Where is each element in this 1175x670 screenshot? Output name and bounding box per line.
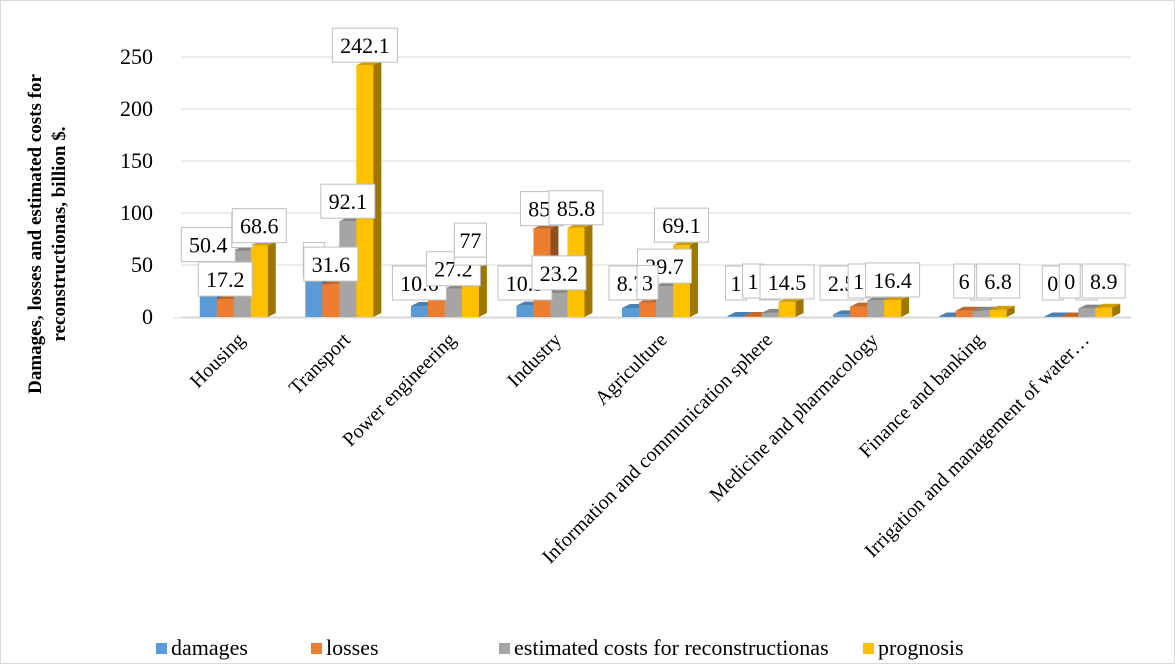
x-tick-label: Power engineering [338, 329, 460, 451]
x-tick-label: Agriculture [591, 329, 672, 410]
legend-swatch [499, 642, 510, 654]
legend-item-prognosis: prognosis [863, 635, 964, 661]
svg-text:77: 77 [459, 228, 481, 253]
legend-item-estimated-costs-for-reconstructionas: estimated costs for reconstructionas [499, 635, 829, 661]
legend-label: damages [171, 635, 248, 660]
bar-prognosis-6 [884, 295, 910, 317]
svg-text:242.1: 242.1 [340, 33, 390, 58]
data-label-prognosis-7: 6.8 [976, 263, 1021, 299]
legend-swatch [863, 642, 874, 654]
data-label-prognosis-3: 85.8 [548, 190, 604, 226]
data-label-estimated-costs-for-reconstructionas-1: 92.1 [320, 183, 376, 219]
svg-text:23.2: 23.2 [540, 261, 579, 286]
legend-swatch [311, 642, 322, 654]
y-axis: 0 50 100 150 200 250 [120, 44, 153, 329]
y-tick-label: 100 [120, 200, 153, 225]
data-label-prognosis-8: 8.9 [1081, 263, 1126, 299]
bar-prognosis-5 [778, 297, 804, 317]
svg-text:85.8: 85.8 [557, 196, 596, 221]
legend-label: losses [326, 635, 379, 660]
legend-item-damages: damages [156, 635, 248, 661]
bar-prognosis-7 [989, 305, 1015, 317]
svg-text:50.4: 50.4 [189, 233, 228, 258]
svg-text:1: 1 [853, 269, 864, 294]
y-axis-title-line-1: Damages, losses and estimated costs for [25, 74, 46, 394]
data-label-prognosis-5: 14.5 [759, 264, 815, 300]
y-tick-label: 250 [120, 44, 153, 69]
bar-prognosis-0 [250, 241, 276, 317]
bar-prognosis-8 [1095, 303, 1121, 317]
data-label-prognosis-6: 16.4 [865, 262, 921, 298]
x-tick-label: Industry [503, 329, 566, 392]
data-label-prognosis-0: 68.6 [231, 208, 287, 244]
svg-text:69.1: 69.1 [662, 213, 701, 238]
svg-text:1: 1 [731, 271, 742, 296]
data-label-losses-1: 31.6 [303, 246, 359, 282]
data-labels: 50.4617.268.6392.131.6242.110.627.247771… [180, 27, 1126, 301]
y-axis-title-line-2: reconstructionas, billion $. [49, 127, 70, 342]
x-tick-label: Transport [285, 329, 355, 399]
svg-text:1: 1 [748, 269, 759, 294]
y-tick-label: 200 [120, 96, 153, 121]
data-label-prognosis-1: 242.1 [331, 27, 398, 63]
x-tick-label: Irrigation and management of water… [861, 329, 1094, 562]
svg-text:17.2: 17.2 [206, 267, 245, 292]
data-label-losses-4: 3 [636, 264, 659, 300]
x-tick-label: Medicine and pharmacology [705, 329, 882, 506]
svg-text:16.4: 16.4 [873, 268, 912, 293]
svg-text:31.6: 31.6 [312, 252, 351, 277]
data-label-extra-2: 77 [453, 222, 487, 258]
legend-label: estimated costs for reconstructionas [514, 635, 829, 660]
svg-text:68.6: 68.6 [240, 214, 279, 239]
data-label-losses-8: 0 [1058, 263, 1081, 299]
svg-text:0: 0 [1047, 271, 1058, 296]
svg-text:6: 6 [959, 269, 970, 294]
x-tick-label: Information and communication sphere [538, 329, 777, 568]
data-label-losses-6: 1 [847, 263, 870, 299]
y-tick-label: 0 [142, 304, 153, 329]
legend-label: prognosis [878, 635, 964, 660]
svg-text:0: 0 [1064, 269, 1075, 294]
legend-item-losses: losses [311, 635, 379, 661]
svg-text:8.9: 8.9 [1090, 269, 1118, 294]
svg-text:92.1: 92.1 [329, 189, 368, 214]
x-tick-label: Housing [186, 329, 249, 392]
data-label-estimated-costs-for-reconstructionas-3: 23.2 [531, 255, 587, 291]
y-tick-label: 50 [131, 252, 153, 277]
data-label-prognosis-4: 69.1 [654, 207, 709, 243]
y-tick-label: 150 [120, 148, 153, 173]
legend: damages losses estimated costs for reconst… [1, 635, 1175, 661]
bars [199, 61, 1121, 317]
data-label-losses-7: 6 [953, 263, 976, 299]
svg-text:6.8: 6.8 [984, 269, 1012, 294]
legend-swatch [156, 642, 167, 654]
svg-text:14.5: 14.5 [768, 270, 807, 295]
svg-text:3: 3 [642, 270, 653, 295]
data-label-damages-0: 50.4 [180, 227, 236, 263]
data-label-losses-0: 17.2 [197, 261, 253, 297]
